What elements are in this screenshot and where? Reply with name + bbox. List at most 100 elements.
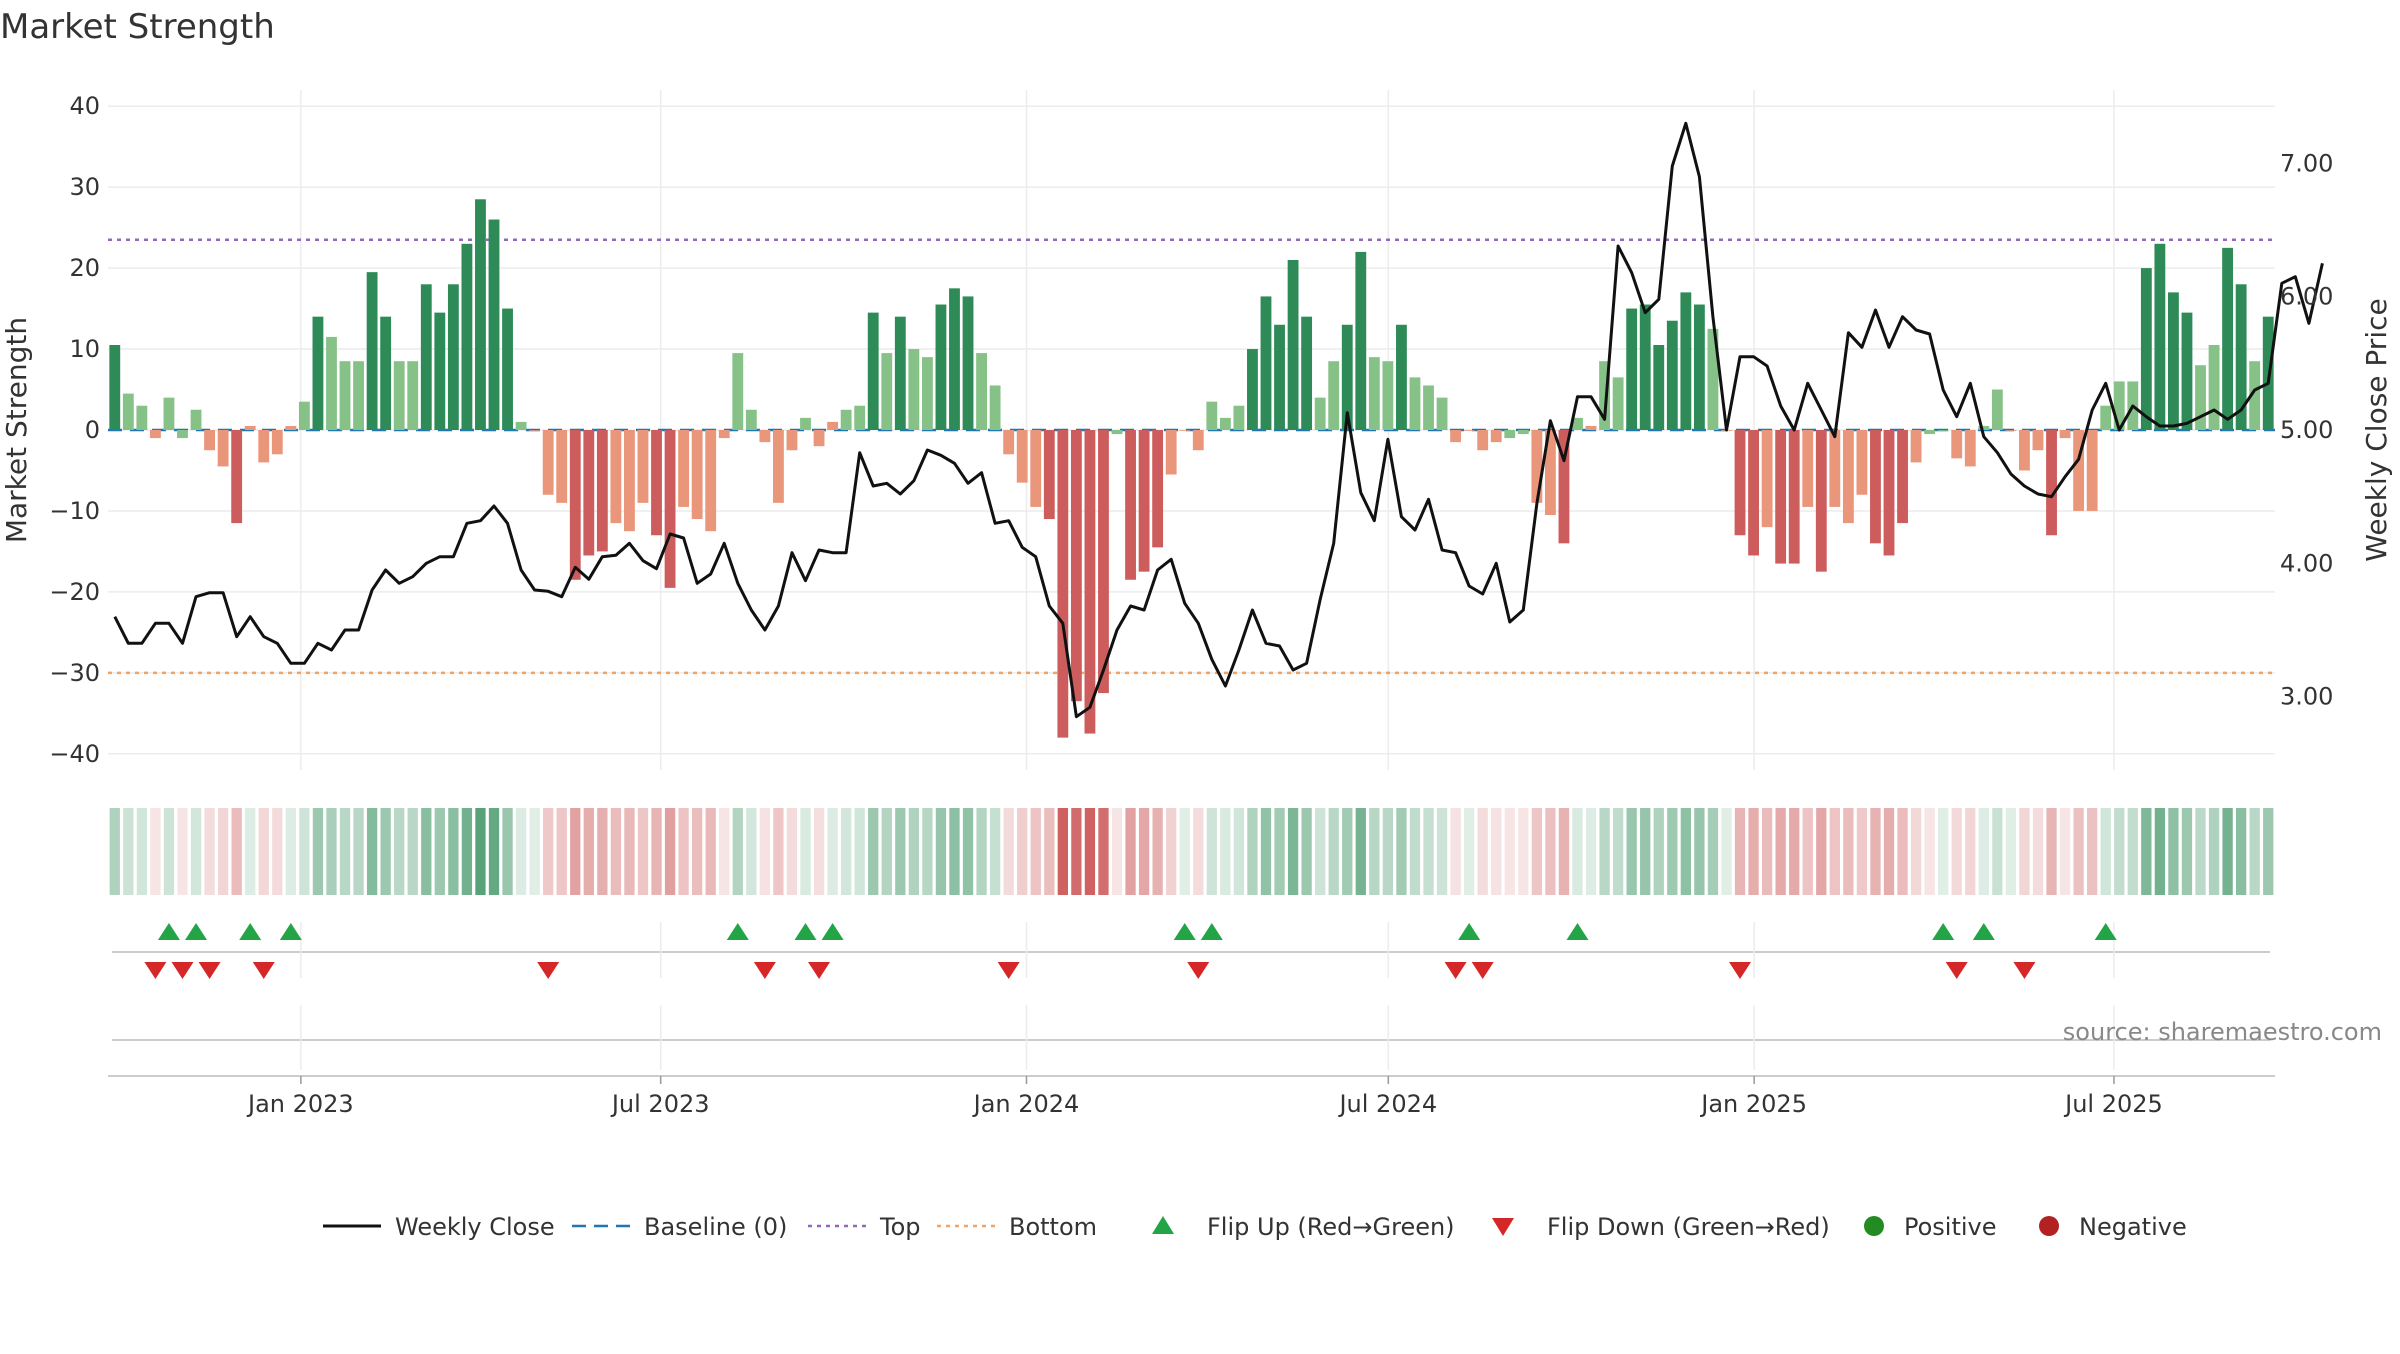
- heat-cell: [177, 808, 188, 895]
- strength-bar: [1450, 430, 1462, 443]
- strength-bar: [854, 405, 866, 430]
- heat-cell: [1775, 808, 1786, 895]
- strength-bar: [2019, 430, 2030, 471]
- strength-bar: [2235, 284, 2247, 430]
- strength-bar: [1802, 430, 1814, 507]
- flip-up-marker: [279, 923, 302, 940]
- heat-cell: [326, 808, 337, 895]
- strength-bar: [1098, 430, 1109, 694]
- right-y-axis: 3.00 4.00 5.00 6.00 7.00: [2280, 149, 2333, 710]
- strength-bar: [420, 284, 432, 430]
- flip-down-marker: [198, 962, 221, 979]
- heat-cell: [1220, 808, 1231, 895]
- heat-cell: [136, 808, 148, 895]
- strength-bar: [1409, 377, 1421, 430]
- heat-cell: [2073, 808, 2084, 895]
- strength-bar: [935, 304, 947, 430]
- legend-swatch-positive: [1864, 1216, 1884, 1236]
- left-tick-label: 20: [69, 254, 100, 282]
- flip-down-marker: [997, 962, 1020, 979]
- flip-up-marker: [1932, 923, 1955, 940]
- legend-label: Top: [879, 1213, 921, 1241]
- strength-bar: [651, 430, 662, 536]
- strength-bar: [867, 312, 879, 430]
- heat-cell: [1734, 808, 1746, 895]
- legend-label: Positive: [1904, 1213, 1997, 1241]
- heat-cell: [610, 808, 622, 895]
- heat-cell: [461, 808, 473, 895]
- heat-cell: [705, 808, 716, 895]
- strength-bar: [2032, 430, 2044, 451]
- strength-bar: [1382, 361, 1394, 430]
- strength-bar: [244, 425, 256, 430]
- strength-bar: [1504, 430, 1516, 439]
- strength-bar: [163, 397, 175, 430]
- right-tick-label: 4.00: [2280, 549, 2333, 577]
- strength-bar: [2222, 247, 2234, 430]
- strength-bar: [976, 353, 987, 430]
- flip-down-marker: [144, 962, 167, 979]
- heat-cell: [150, 808, 161, 895]
- strength-bar: [1829, 430, 1841, 507]
- heat-cell: [123, 808, 134, 895]
- heat-cell: [1572, 808, 1583, 895]
- heat-cell: [529, 808, 540, 895]
- x-tick-label: Jul 2023: [610, 1090, 710, 1118]
- legend-label: Negative: [2079, 1213, 2187, 1241]
- left-tick-label: 0: [85, 416, 100, 444]
- heat-cell: [488, 808, 500, 895]
- heat-cell: [908, 808, 919, 895]
- strength-bar: [1653, 345, 1665, 430]
- flip-up-marker: [2094, 923, 2117, 940]
- strength-bar: [624, 430, 635, 532]
- strength-bar: [353, 361, 364, 430]
- strength-bar: [1206, 401, 1218, 430]
- heat-cell: [1138, 808, 1150, 895]
- heat-cell: [366, 808, 378, 895]
- heat-cell: [2195, 808, 2206, 895]
- strength-bar: [1423, 385, 1434, 430]
- heat-cell: [881, 808, 892, 895]
- strength-bar: [1558, 430, 1570, 544]
- strength-bar: [1937, 430, 1949, 431]
- strength-bar: [1396, 324, 1407, 430]
- strength-bar: [772, 430, 784, 503]
- heat-cell: [1491, 808, 1502, 895]
- strength-bar: [380, 316, 392, 430]
- legend-label: Bottom: [1009, 1213, 1097, 1241]
- strength-bar: [556, 430, 568, 503]
- left-tick-label: −10: [49, 497, 100, 525]
- strength-bar: [2140, 268, 2152, 430]
- heat-cell: [407, 808, 418, 895]
- heat-cell: [2005, 808, 2017, 895]
- heat-cell: [1030, 808, 1041, 895]
- heat-cell: [1071, 808, 1082, 895]
- strength-bar: [447, 284, 459, 430]
- strength-bar: [488, 219, 500, 430]
- heat-cell: [1680, 808, 1691, 895]
- strength-bar: [908, 349, 920, 430]
- heat-cell: [786, 808, 798, 895]
- legend-label: Weekly Close: [395, 1213, 555, 1241]
- left-tick-label: 30: [69, 173, 100, 201]
- heat-cell: [692, 808, 703, 895]
- strength-bar: [1057, 430, 1069, 738]
- heat-cell: [1017, 808, 1028, 895]
- heat-cell: [1315, 808, 1326, 895]
- heat-cell: [1802, 808, 1813, 895]
- strength-bar: [718, 430, 730, 439]
- heat-cell: [1694, 808, 1705, 895]
- flip-up-marker: [1173, 923, 1196, 940]
- legend-label: Flip Down (Green→Red): [1547, 1213, 1830, 1241]
- heat-cell: [1761, 808, 1773, 895]
- strength-bar: [1179, 430, 1191, 431]
- heat-cell: [2127, 808, 2138, 895]
- heat-cell: [1084, 808, 1096, 895]
- flip-down-marker: [1729, 962, 1752, 979]
- x-tick-label: Jul 2025: [2063, 1090, 2163, 1118]
- reference-lines: [108, 238, 2275, 675]
- heat-cell: [502, 808, 513, 895]
- heat-cell: [597, 808, 608, 895]
- heat-cell: [962, 808, 974, 895]
